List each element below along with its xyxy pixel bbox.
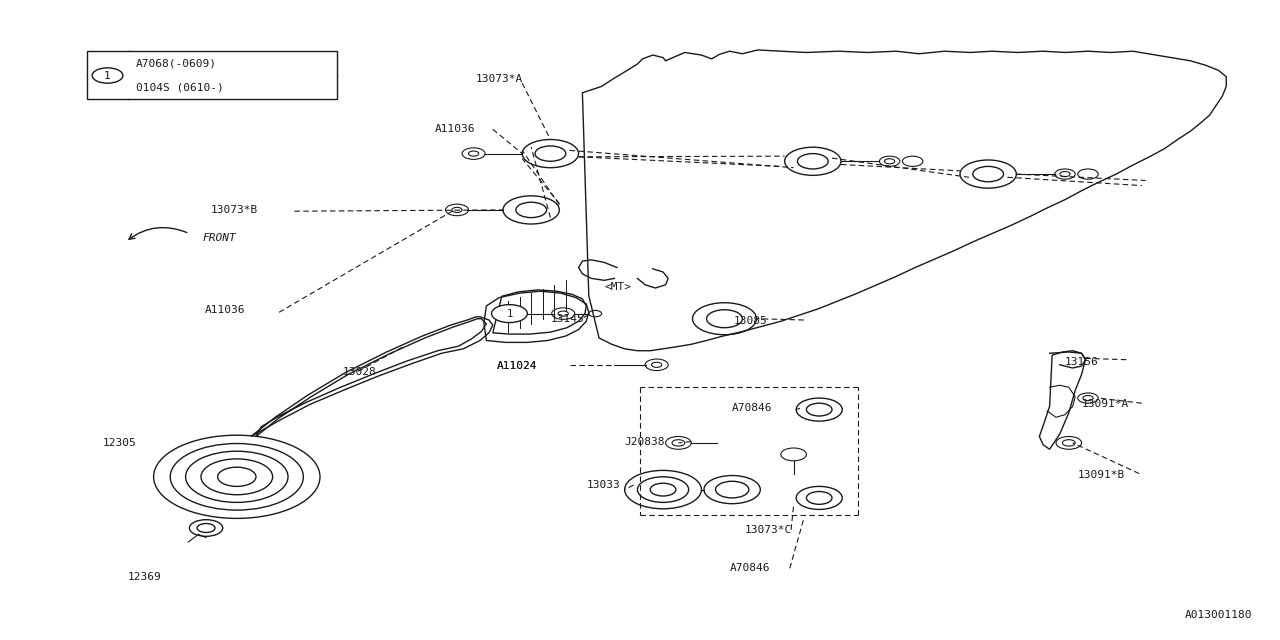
- Text: FRONT: FRONT: [202, 233, 236, 243]
- Circle shape: [492, 305, 527, 323]
- Text: 13085: 13085: [733, 316, 767, 326]
- Text: A70846: A70846: [730, 563, 771, 573]
- Text: 13073*A: 13073*A: [476, 74, 524, 84]
- Text: J20838: J20838: [625, 436, 666, 447]
- Text: 13091*B: 13091*B: [1078, 470, 1125, 480]
- Text: 0104S (0610-): 0104S (0610-): [136, 83, 224, 93]
- Bar: [87, 51, 337, 99]
- Text: 13156: 13156: [1065, 356, 1098, 367]
- Text: 1: 1: [507, 308, 512, 319]
- Text: A70846: A70846: [732, 403, 773, 413]
- Text: 13033: 13033: [586, 480, 620, 490]
- Text: A013001180: A013001180: [1184, 609, 1252, 620]
- Text: 13028: 13028: [343, 367, 376, 378]
- Text: 13073*B: 13073*B: [211, 205, 259, 215]
- Text: A11024: A11024: [497, 361, 538, 371]
- Text: A11024: A11024: [497, 361, 538, 371]
- Text: 13145: 13145: [550, 314, 584, 324]
- Text: <MT>: <MT>: [604, 282, 631, 292]
- Text: 12369: 12369: [128, 572, 161, 582]
- Text: A11036: A11036: [205, 305, 246, 316]
- Text: 12305: 12305: [102, 438, 136, 448]
- Text: 13091*A: 13091*A: [1082, 399, 1129, 410]
- Text: A11036: A11036: [435, 124, 476, 134]
- Text: 13073*C: 13073*C: [745, 525, 792, 535]
- Text: 1: 1: [104, 70, 111, 81]
- Circle shape: [92, 68, 123, 83]
- Text: A7068(-0609): A7068(-0609): [136, 59, 216, 69]
